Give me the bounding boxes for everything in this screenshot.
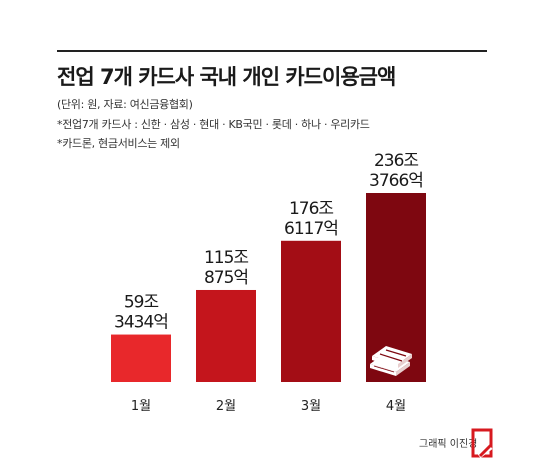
- data-label-1-jo: 59조: [124, 293, 159, 313]
- graphic-credit: 그래픽 이진경: [419, 439, 478, 450]
- bar-3: [281, 240, 341, 382]
- data-label-3-eok: 6117억: [284, 219, 338, 239]
- exclusion-note: *카드론, 현금서비스는 제외: [57, 137, 180, 150]
- data-label-2-jo: 115조: [204, 248, 248, 268]
- data-label-3-jo: 176조: [289, 199, 333, 219]
- data-label-2-eok: 875억: [204, 268, 248, 288]
- money-stack-icon: [370, 346, 412, 376]
- data-label-4-jo: 236조: [374, 151, 418, 171]
- unit-source-note: (단위: 원, 자료: 여신금융협회): [57, 98, 193, 111]
- asiae-logo-icon: [471, 428, 493, 458]
- x-tick-label-3: 3월: [301, 399, 321, 414]
- x-tick-label-1: 1월: [131, 399, 151, 414]
- card-companies-note: *전업7개 카드사 : 신한 · 삼성 · 현대 · KB국민 · 롯데 · 하…: [57, 118, 370, 131]
- x-tick-label-4: 4월: [386, 399, 406, 414]
- bar-1: [111, 334, 171, 382]
- data-label-1-eok: 3434억: [114, 313, 168, 333]
- top-rule: [57, 50, 487, 52]
- bar-2: [196, 289, 256, 382]
- chart-title: 전업 7개 카드사 국내 개인 카드이용금액: [57, 65, 396, 89]
- x-tick-label-2: 2월: [216, 399, 236, 414]
- data-label-4-eok: 3766억: [369, 171, 423, 191]
